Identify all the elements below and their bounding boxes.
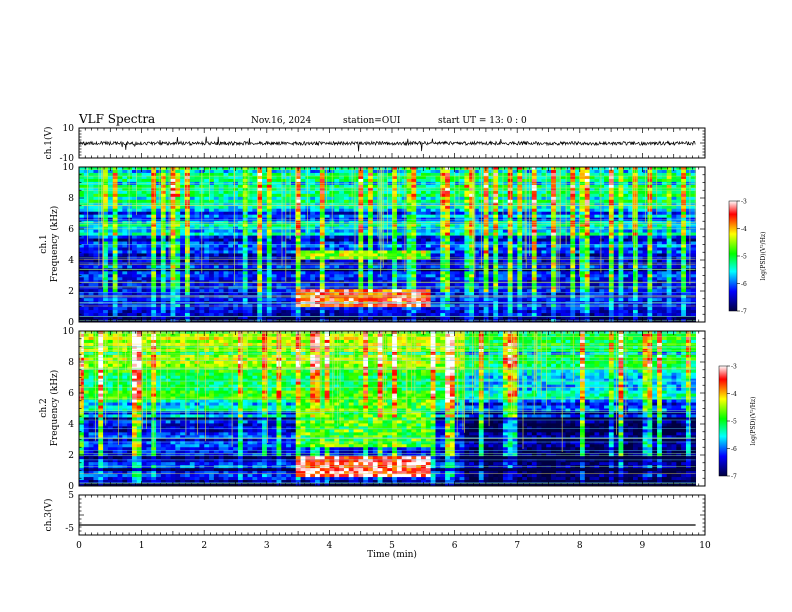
header-start-time: start UT = 13: 0 : 0 (438, 116, 527, 126)
ch1-frequency-tick-labels: 0 2 4 6 8 10 (63, 163, 75, 328)
figure-title: VLF Spectra (78, 112, 155, 126)
time-tick-label: 10 (699, 541, 711, 551)
ch3-waveform-ticks (78, 494, 706, 536)
ch1-spectrogram-ticks (78, 166, 706, 323)
colorbar-tick-label: -7 (741, 309, 747, 316)
ch2-frequency-tick-labels: 0 2 4 6 8 10 (63, 327, 75, 492)
time-tick-label: 0 (76, 541, 82, 551)
ch1-spectrogram-image (79, 167, 697, 322)
ch2-spectrogram-image (79, 331, 697, 486)
xaxis-label: Time (min) (367, 549, 417, 560)
ch1-waveform-line (79, 136, 696, 152)
ch2-spectrogram-panel: 0 2 4 6 8 10 ch.2 Frequency (kHz) (39, 327, 706, 492)
ch1-ylabel: ch.1(V) (43, 127, 54, 160)
time-tick-label: 6 (452, 541, 458, 551)
ch1-ytick-bottom: -10 (60, 154, 75, 164)
ch2-colorbar-gradient (718, 365, 728, 477)
frequency-tick-label: 10 (63, 327, 75, 337)
ch2-spec-label-top: ch.2 (39, 398, 49, 417)
ch1-colorbar-gradient (728, 200, 738, 312)
frequency-tick-label: 8 (68, 358, 74, 368)
ch1-waveform-panel: 10 -10 ch.1(V) (43, 124, 706, 164)
time-tick-label: 8 (577, 541, 583, 551)
ch2-colorbar: -3 -4 -5 -6 -7 log(PSD)(V²/Hz) (718, 364, 757, 481)
colorbar-tick-label: -4 (741, 226, 747, 233)
colorbar-tick-label: -3 (741, 199, 747, 206)
colorbar-tick-label: -5 (741, 254, 747, 261)
frequency-tick-label: 4 (68, 256, 74, 266)
colorbar-tick-label: -4 (731, 391, 737, 398)
ch2-spectrogram-ticks (78, 330, 706, 487)
ch3-waveform-panel: 5 -5 ch.3(V) (43, 491, 706, 536)
ch3-ylabel: ch.3(V) (43, 499, 54, 532)
ch1-colorbar: -3 -4 -5 -6 -7 log(PSD)(V²/Hz) (728, 199, 767, 316)
time-tick-labels: 0 1 2 3 4 5 6 7 8 9 10 (76, 541, 711, 551)
ch2-colorbar-ticks: -3 -4 -5 -6 -7 (727, 364, 737, 481)
time-tick-label: 2 (201, 541, 207, 551)
frequency-tick-label: 8 (68, 194, 74, 204)
ch1-colorbar-ticks: -3 -4 -5 -6 -7 (737, 199, 747, 316)
frequency-tick-label: 0 (68, 482, 74, 492)
frequency-tick-label: 2 (68, 287, 74, 297)
ch1-spectrogram-panel: 0 2 4 6 8 10 ch.1 Frequency (kHz) (39, 163, 706, 328)
frequency-tick-label: 2 (68, 451, 74, 461)
ch2-spec-ylabel: Frequency (kHz) (49, 370, 60, 447)
colorbar-tick-label: -6 (741, 281, 747, 288)
colorbar-tick-label: -5 (731, 419, 737, 426)
time-tick-label: 9 (640, 541, 646, 551)
colorbar-tick-label: -3 (731, 364, 737, 371)
frequency-tick-label: 0 (68, 318, 74, 328)
ch1-colorbar-label: log(PSD)(V²/Hz) (760, 232, 767, 281)
time-tick-label: 1 (139, 541, 145, 551)
header-station: station=OUI (343, 116, 401, 126)
colorbar-tick-label: -6 (731, 446, 737, 453)
colorbar-tick-label: -7 (731, 474, 737, 481)
ch1-spec-label-top: ch.1 (39, 234, 49, 253)
time-tick-label: 7 (514, 541, 520, 551)
frequency-tick-label: 10 (63, 163, 75, 173)
frequency-tick-label: 6 (68, 225, 74, 235)
header-date: Nov.16, 2024 (251, 116, 312, 126)
time-tick-label: 4 (327, 541, 333, 551)
ch3-waveform-frame (78, 494, 706, 536)
frequency-tick-label: 4 (68, 420, 74, 430)
ch1-waveform-ticks (78, 127, 706, 159)
ch3-ytick-top: 5 (68, 491, 74, 501)
ch2-colorbar-label: log(PSD)(V²/Hz) (750, 397, 757, 446)
ch3-ytick-bottom: -5 (65, 524, 74, 534)
time-tick-label: 3 (264, 541, 270, 551)
time-tick-label: 5 (389, 541, 395, 551)
ch1-ytick-top: 10 (63, 124, 75, 134)
frequency-tick-label: 6 (68, 389, 74, 399)
ch1-spec-ylabel: Frequency (kHz) (49, 206, 60, 283)
